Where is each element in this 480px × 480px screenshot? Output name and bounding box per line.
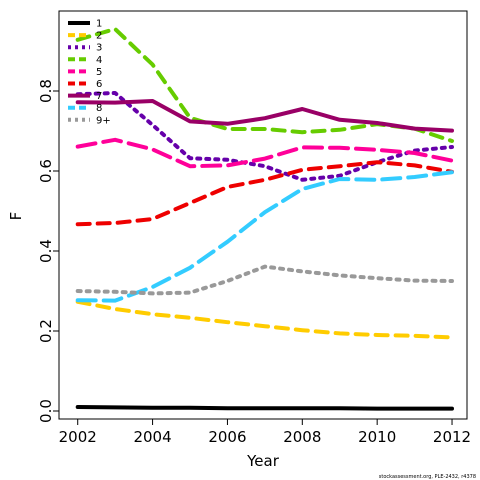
legend-label: 9+ [96,115,111,126]
series-line-1 [75,405,454,411]
legend-label: 5 [96,67,102,78]
series-line-7 [75,99,454,133]
legend-label: 3 [96,43,102,54]
y-axis: 0.0 0.2 0.4 0.6 0.8 [37,79,60,423]
legend-label: 7 [96,91,102,102]
legend-label: 6 [96,79,102,90]
series-layer [75,27,454,411]
legend-label: 4 [96,55,102,66]
x-tick-label: 2002 [59,428,97,446]
legend-label: 8 [96,103,102,114]
series-line-4 [75,27,454,143]
y-tick-label: 0.2 [37,319,55,343]
series-line-3 [75,91,454,182]
series-line-9plus [75,264,454,296]
x-tick-label: 2010 [358,428,396,446]
legend-label: 2 [96,31,102,42]
legend-label: 1 [96,19,102,30]
x-tick-label: 2008 [283,428,321,446]
x-axis: 2002 2004 2006 2008 2010 2012 [59,418,471,446]
y-tick-label: 0.4 [37,239,55,263]
x-axis-title: Year [246,452,280,470]
x-tick-label: 2004 [133,428,171,446]
x-tick-label: 2006 [208,428,246,446]
y-tick-label: 0.6 [37,159,55,183]
series-line-2 [75,299,454,340]
y-tick-label: 0.0 [37,399,55,423]
credit-text: stockassessment.org, PLE-2432, r4378 [379,474,476,480]
y-tick-label: 0.8 [37,79,55,103]
series-line-5 [75,137,454,169]
x-tick-label: 2012 [433,428,471,446]
y-axis-title: F [7,212,25,221]
series-line-6 [75,160,454,227]
